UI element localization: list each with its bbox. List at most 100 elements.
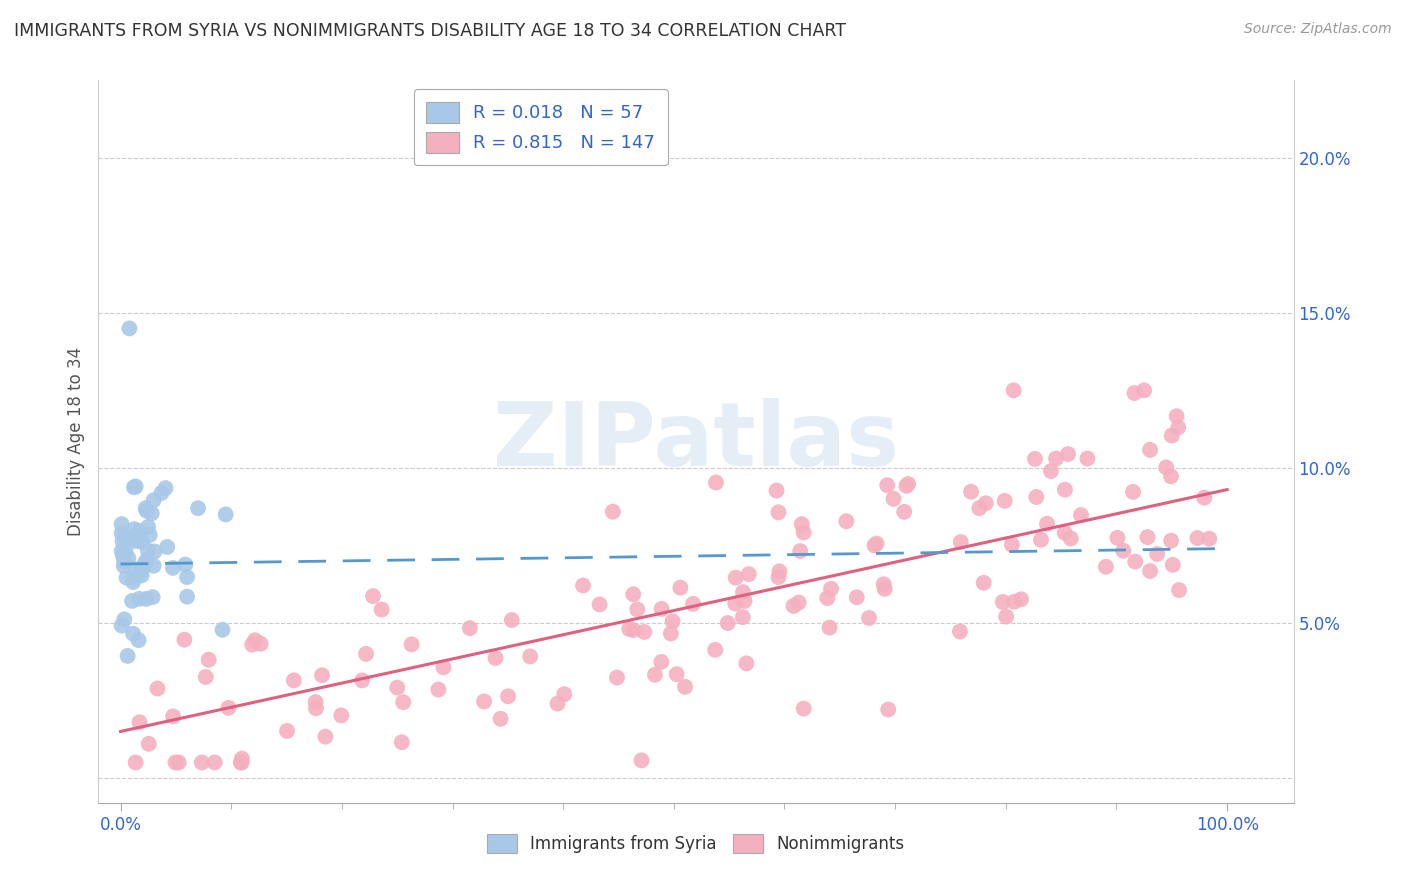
Point xyxy=(588,598,610,612)
Point xyxy=(432,660,454,674)
Point xyxy=(1039,464,1062,478)
Point xyxy=(211,623,233,637)
Point xyxy=(132,560,155,574)
Point xyxy=(304,695,326,709)
Point xyxy=(197,653,219,667)
Point xyxy=(155,481,177,495)
Point xyxy=(818,621,841,635)
Point xyxy=(1107,531,1129,545)
Point xyxy=(135,504,157,518)
Point xyxy=(731,585,754,599)
Point xyxy=(782,599,804,613)
Point xyxy=(735,657,758,671)
Point xyxy=(873,582,896,596)
Point xyxy=(131,568,153,582)
Point xyxy=(458,621,481,635)
Point xyxy=(136,520,159,534)
Point xyxy=(994,494,1017,508)
Point xyxy=(1123,386,1146,401)
Point xyxy=(128,591,150,606)
Point xyxy=(1139,564,1161,578)
Point xyxy=(204,756,226,770)
Point xyxy=(249,637,271,651)
Point xyxy=(117,648,139,663)
Point xyxy=(519,649,541,664)
Point xyxy=(112,612,135,626)
Point xyxy=(427,682,450,697)
Point xyxy=(661,615,683,629)
Point xyxy=(215,508,238,522)
Point xyxy=(1053,525,1076,540)
Point xyxy=(873,577,896,591)
Point xyxy=(973,575,995,590)
Point xyxy=(877,702,900,716)
Point xyxy=(893,505,915,519)
Text: IMMIGRANTS FROM SYRIA VS NONIMMIGRANTS DISABILITY AGE 18 TO 34 CORRELATION CHART: IMMIGRANTS FROM SYRIA VS NONIMMIGRANTS D… xyxy=(14,22,846,40)
Point xyxy=(704,475,727,490)
Point xyxy=(1025,490,1047,504)
Point xyxy=(876,478,898,492)
Point xyxy=(669,581,692,595)
Point xyxy=(128,524,150,538)
Point xyxy=(793,525,815,540)
Point xyxy=(136,543,159,558)
Point xyxy=(115,571,138,585)
Point xyxy=(243,633,266,648)
Point xyxy=(969,501,991,516)
Point xyxy=(606,671,628,685)
Point xyxy=(1160,469,1182,483)
Point xyxy=(1122,484,1144,499)
Point xyxy=(174,558,197,572)
Point xyxy=(354,647,377,661)
Point xyxy=(143,544,166,558)
Point xyxy=(142,493,165,508)
Point xyxy=(283,673,305,688)
Point xyxy=(176,570,198,584)
Point xyxy=(276,723,298,738)
Point xyxy=(865,536,887,550)
Point xyxy=(991,595,1014,609)
Point xyxy=(135,553,157,567)
Point xyxy=(731,610,754,624)
Point xyxy=(472,694,495,708)
Point xyxy=(114,543,136,558)
Point xyxy=(127,533,149,547)
Point xyxy=(1167,420,1189,434)
Point xyxy=(138,528,160,542)
Point xyxy=(128,633,150,648)
Point xyxy=(129,561,152,575)
Point xyxy=(673,680,696,694)
Point xyxy=(112,554,135,568)
Point xyxy=(142,558,165,573)
Point xyxy=(150,486,173,500)
Point xyxy=(330,708,353,723)
Point xyxy=(121,562,143,576)
Point xyxy=(1024,451,1046,466)
Point xyxy=(1112,543,1135,558)
Point xyxy=(1161,558,1184,572)
Point xyxy=(787,596,810,610)
Point xyxy=(122,575,145,590)
Point xyxy=(626,602,648,616)
Point xyxy=(112,558,135,573)
Point xyxy=(619,622,641,636)
Point xyxy=(960,484,983,499)
Point xyxy=(845,591,868,605)
Point xyxy=(820,582,842,596)
Point xyxy=(1045,451,1067,466)
Point xyxy=(138,737,160,751)
Point xyxy=(111,544,134,558)
Point xyxy=(765,483,787,498)
Point xyxy=(111,618,134,632)
Point xyxy=(633,624,655,639)
Point xyxy=(165,756,187,770)
Point xyxy=(370,602,392,616)
Point xyxy=(630,753,652,767)
Point xyxy=(1036,516,1059,531)
Point xyxy=(768,565,790,579)
Point xyxy=(392,695,415,709)
Point xyxy=(621,587,644,601)
Point xyxy=(717,615,740,630)
Point xyxy=(111,517,134,532)
Point xyxy=(1053,483,1076,497)
